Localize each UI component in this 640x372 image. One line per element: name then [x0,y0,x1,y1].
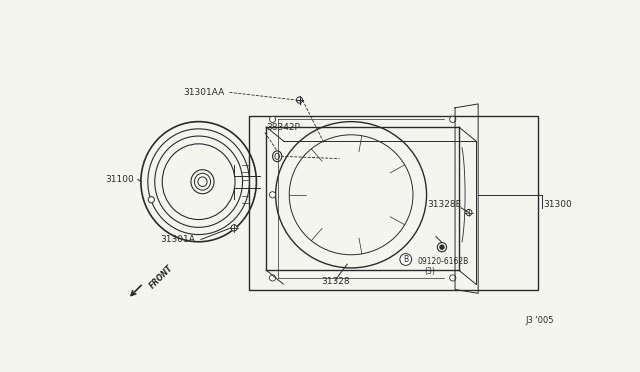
Circle shape [269,275,276,281]
Circle shape [148,197,154,203]
Circle shape [450,275,456,281]
Text: 31301AA: 31301AA [183,88,224,97]
Text: 31301A: 31301A [161,235,196,244]
Circle shape [231,225,237,231]
Text: 31100: 31100 [105,175,134,184]
Text: B: B [403,255,408,264]
Text: 31328: 31328 [321,277,350,286]
Circle shape [269,116,276,122]
Circle shape [269,192,276,198]
Text: FRONT: FRONT [148,264,175,291]
Text: 31328E: 31328E [427,200,461,209]
Text: 09120-6162B: 09120-6162B [417,257,468,266]
Circle shape [466,209,472,216]
Text: J3 '005: J3 '005 [525,316,554,325]
Text: 38342P: 38342P [266,123,300,132]
Text: 31300: 31300 [543,200,572,209]
Circle shape [440,245,444,250]
Bar [250,116,538,289]
Circle shape [296,97,303,103]
Text: (3): (3) [424,267,435,276]
Circle shape [450,116,456,122]
